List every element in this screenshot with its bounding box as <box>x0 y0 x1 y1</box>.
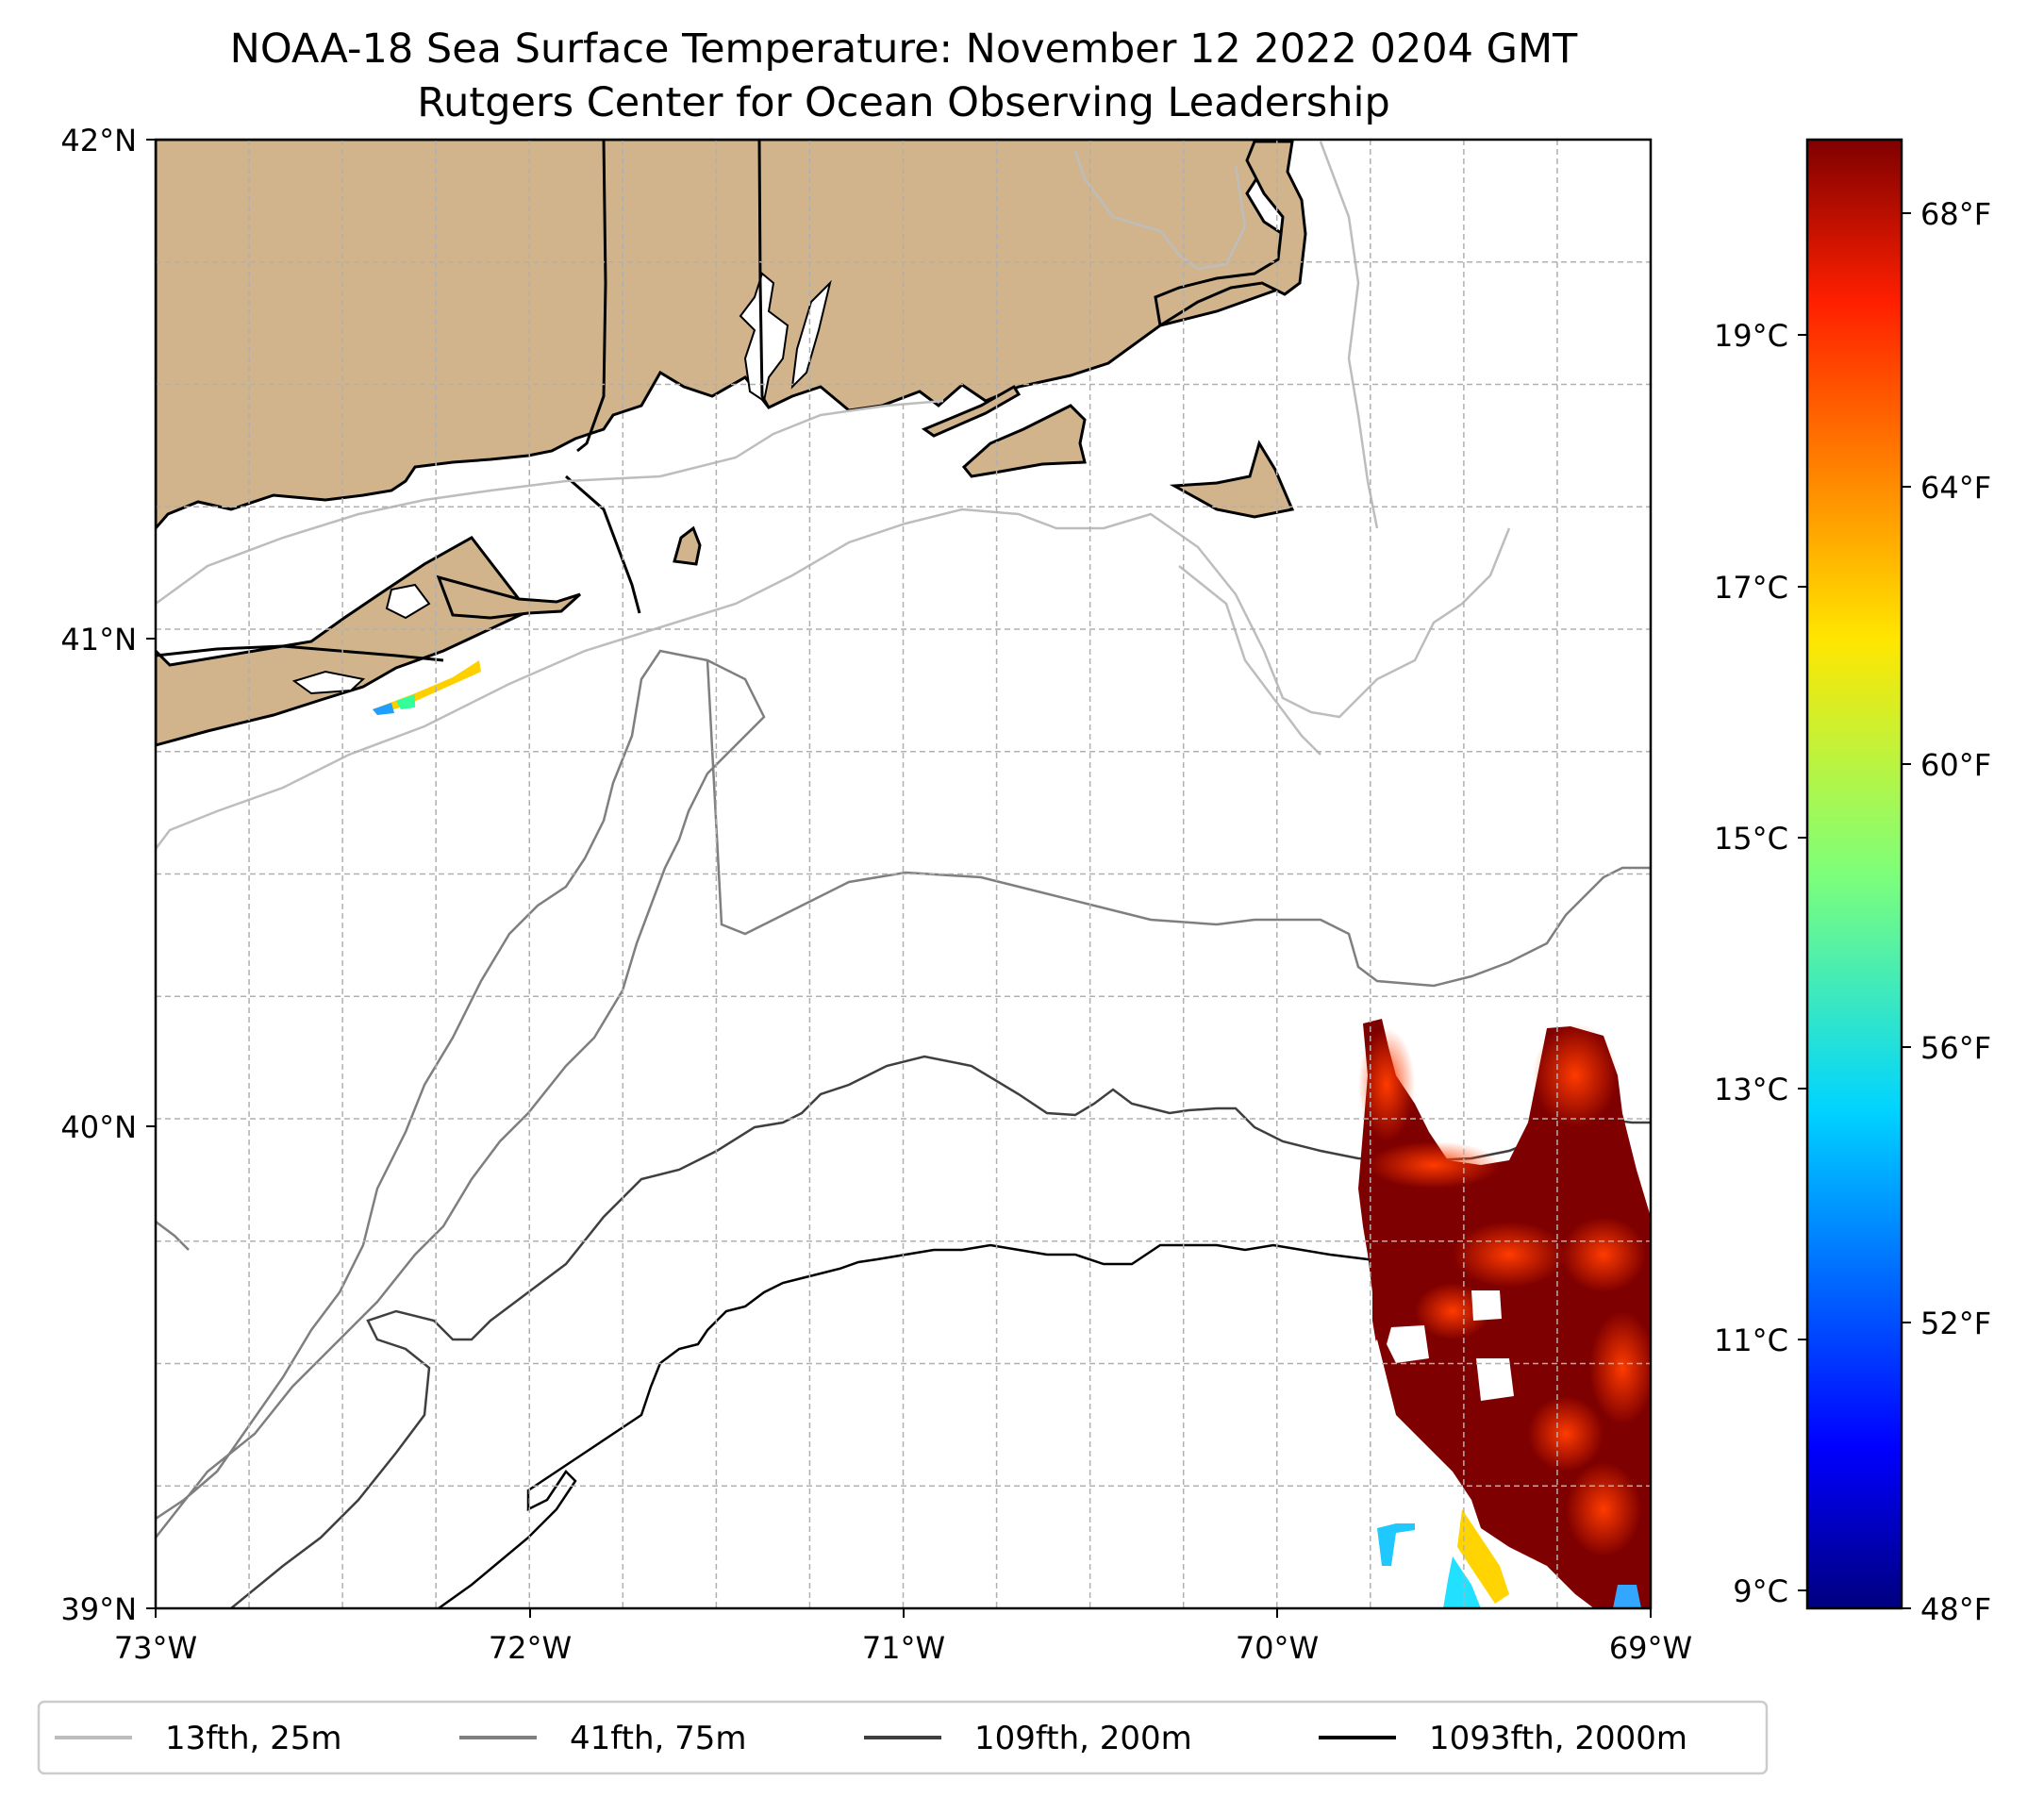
land-cape-cod <box>1154 140 1307 328</box>
legend-label-2000m: 1093fth, 2000m <box>1429 1720 1687 1757</box>
lon-tick-71: 71°W <box>862 1630 945 1666</box>
map-panel <box>156 140 1651 1608</box>
colorbar-fahrenheit-60: 60°F <box>1920 747 1991 783</box>
title-line-1: NOAA-18 Sea Surface Temperature: Novembe… <box>230 25 1578 73</box>
contour-2000m <box>438 1243 1651 1608</box>
land-block-island <box>673 525 702 566</box>
colorbar-celsius-13: 13°C <box>1714 1072 1788 1107</box>
lat-tick-40: 40°N <box>60 1109 137 1145</box>
lat-tick-39: 39°N <box>60 1591 137 1627</box>
colorbar-celsius-17: 17°C <box>1714 570 1788 606</box>
colorbar-fahrenheit-52: 52°F <box>1920 1306 1991 1341</box>
colorbar-celsius-19: 19°C <box>1714 318 1788 354</box>
legend-label-25m: 13fth, 25m <box>165 1720 342 1757</box>
colorbar: 19°C 17°C 15°C 13°C 11°C 9°C 68°F 64°F 6… <box>1714 138 1991 1627</box>
colorbar-celsius-11: 11°C <box>1714 1323 1788 1358</box>
land-elizabeth-islands <box>921 384 1022 438</box>
sst-swath <box>1358 1019 1651 1608</box>
contour-25m <box>156 141 1511 850</box>
colorbar-fahrenheit-64: 64°F <box>1920 470 1991 506</box>
land-nantucket <box>1169 440 1295 519</box>
colorbar-fahrenheit-68: 68°F <box>1920 196 1991 232</box>
legend: 13fth, 25m 41fth, 75m 109fth, 200m 1093f… <box>37 1700 1769 1775</box>
colorbar-fahrenheit-56: 56°F <box>1920 1030 1991 1066</box>
lon-tick-72: 72°W <box>489 1630 572 1666</box>
gridlines <box>156 140 1651 1608</box>
colorbar-celsius-9: 9°C <box>1733 1573 1788 1609</box>
land-marthas-vineyard <box>961 404 1087 478</box>
legend-item-2000m: 1093fth, 2000m <box>1319 1720 1687 1757</box>
legend-label-200m: 109fth, 200m <box>974 1720 1192 1757</box>
lat-axis: 42°N 41°N 40°N 39°N <box>60 123 156 1627</box>
lon-tick-73: 73°W <box>114 1630 197 1666</box>
lon-axis: 73°W 72°W 71°W 70°W 69°W <box>114 1608 1692 1666</box>
land-long-island-fork <box>436 574 582 620</box>
lat-tick-41: 41°N <box>60 622 137 657</box>
title-line-2: Rutgers Center for Ocean Observing Leade… <box>417 79 1390 126</box>
lat-tick-42: 42°N <box>60 123 137 158</box>
legend-label-75m: 41fth, 75m <box>570 1720 747 1757</box>
lon-tick-70: 70°W <box>1236 1630 1319 1666</box>
colorbar-fahrenheit-48: 48°F <box>1920 1591 1991 1627</box>
legend-item-200m: 109fth, 200m <box>864 1720 1192 1757</box>
lon-tick-69: 69°W <box>1609 1630 1692 1666</box>
legend-item-25m: 13fth, 25m <box>55 1720 342 1757</box>
contour-75m <box>156 649 1651 1539</box>
legend-item-75m: 41fth, 75m <box>459 1720 747 1757</box>
colorbar-celsius-15: 15°C <box>1714 821 1788 857</box>
colorbar-gradient <box>1805 138 1903 1610</box>
